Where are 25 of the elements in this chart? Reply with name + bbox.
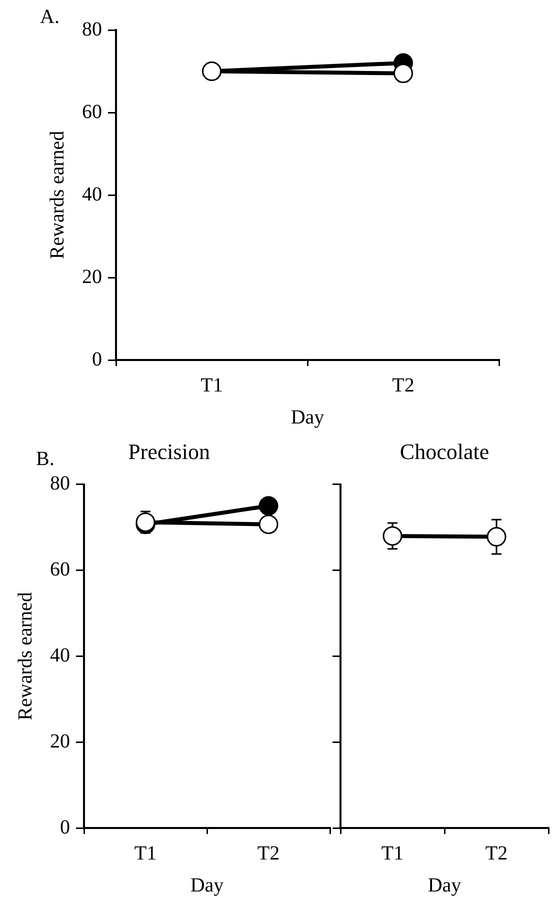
- x-tick-label: T2: [257, 842, 280, 864]
- x-tick-label: T1: [200, 374, 223, 396]
- x-axis-title: Day: [290, 406, 324, 428]
- chart-title: Chocolate: [400, 438, 490, 464]
- y-axis-title: Rewards earned: [14, 592, 36, 720]
- y-tick-label: 80: [50, 472, 70, 495]
- y-tick-label: 60: [82, 100, 102, 123]
- y-tick-label: 40: [50, 644, 70, 666]
- y-tick-label: 40: [82, 183, 102, 206]
- x-axis-title: Day: [190, 874, 224, 896]
- x-tick-label: T2: [392, 374, 414, 396]
- y-tick-label: 60: [50, 558, 70, 581]
- x-tick-label: T2: [485, 842, 508, 864]
- x-tick-label: T1: [381, 842, 404, 864]
- y-tick-label: 0: [92, 348, 102, 370]
- chart-title: Precision: [128, 438, 210, 464]
- text: B.: [36, 448, 54, 471]
- y-tick-label: 0: [60, 816, 70, 838]
- y-tick-label: 20: [82, 266, 102, 288]
- y-axis-title: Rewards earned: [46, 130, 68, 260]
- x-tick-label: T1: [134, 842, 157, 864]
- x-axis-title: Day: [428, 874, 462, 896]
- y-tick-label: 80: [82, 18, 102, 40]
- text: A.: [40, 6, 60, 29]
- y-tick-label: 20: [50, 730, 70, 752]
